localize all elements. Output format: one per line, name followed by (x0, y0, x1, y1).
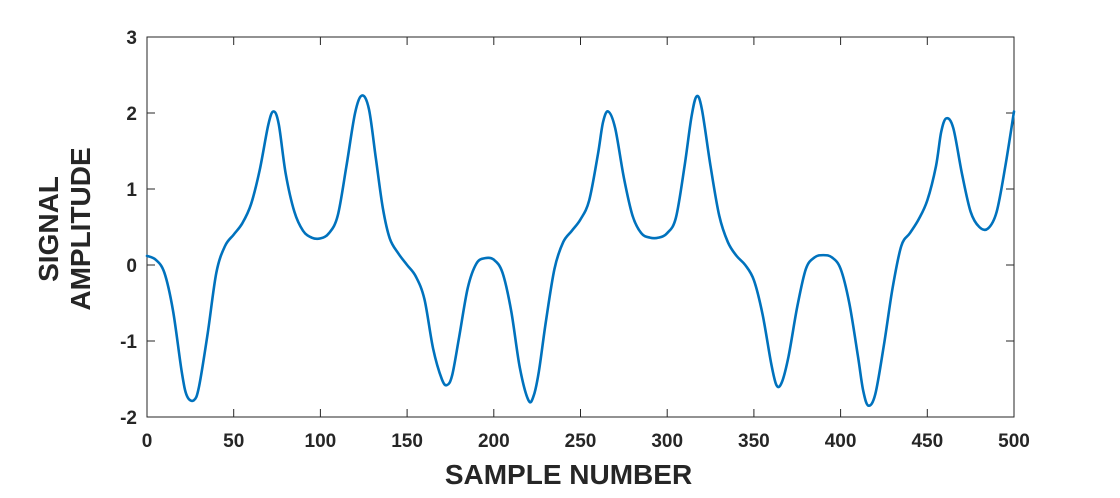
x-tick-label: 200 (478, 431, 510, 452)
x-tick-label: 300 (651, 431, 683, 452)
x-tick-label: 350 (738, 431, 770, 452)
plot-area (146, 36, 1015, 418)
y-tick-label: 0 (126, 256, 137, 277)
y-tick-label: -2 (120, 408, 137, 429)
y-tick-label: 2 (126, 104, 137, 125)
x-axis-label: SAMPLE NUMBER (445, 459, 692, 490)
y-axis-label-line-1: SIGNAL (33, 176, 64, 282)
x-tick-label: 400 (825, 431, 857, 452)
x-tick-label: 0 (142, 431, 153, 452)
x-tick-label: 100 (305, 431, 337, 452)
x-tick-label: 500 (998, 431, 1030, 452)
x-tick-label: 450 (911, 431, 943, 452)
y-axis-ticks: 3 2 1 0 -1 -2 (120, 28, 1014, 429)
x-tick-label: 50 (223, 431, 244, 452)
y-tick-label: -1 (120, 332, 137, 353)
x-tick-label: 250 (565, 431, 597, 452)
x-axis-ticks: 0 50 100 150 200 250 300 350 400 450 500 (142, 37, 1030, 452)
y-axis-label-line-2: AMPLITUDE (65, 147, 96, 310)
y-tick-label: 1 (126, 180, 137, 201)
x-tick-label: 150 (391, 431, 423, 452)
signal-series-line (145, 94, 1016, 407)
y-tick-label: 3 (126, 28, 137, 49)
y-axis-label: SIGNAL AMPLITUDE (33, 147, 96, 310)
